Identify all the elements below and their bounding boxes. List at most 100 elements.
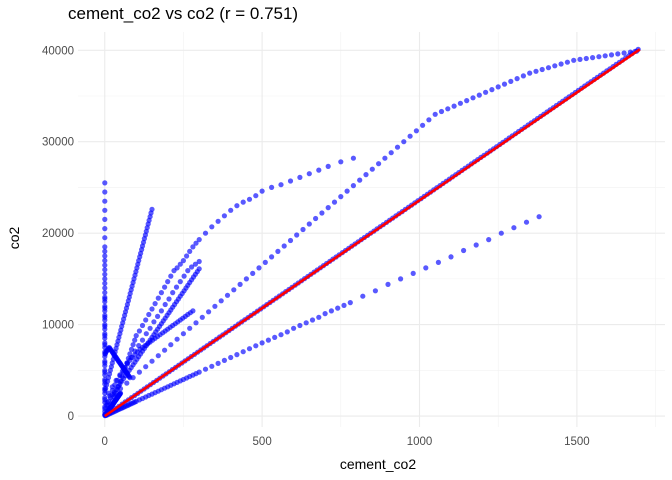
- data-point: [155, 313, 161, 319]
- data-point: [269, 184, 275, 190]
- data-point: [410, 270, 416, 276]
- data-point: [426, 117, 432, 123]
- data-point: [102, 323, 108, 329]
- data-point: [297, 322, 303, 329]
- data-point: [187, 248, 193, 254]
- data-point: [350, 155, 356, 161]
- data-point: [338, 194, 344, 200]
- data-point: [117, 390, 124, 396]
- data-point: [325, 163, 331, 169]
- data-point: [536, 214, 542, 220]
- data-point: [483, 89, 489, 95]
- data-point: [228, 354, 234, 361]
- data-point: [297, 174, 303, 180]
- data-point: [615, 51, 621, 57]
- data-point: [495, 84, 501, 90]
- data-point: [265, 337, 271, 343]
- data-point: [420, 122, 426, 128]
- data-point: [149, 306, 155, 312]
- data-point: [102, 207, 108, 213]
- data-point: [328, 308, 334, 314]
- y-tick-label: 0: [68, 411, 74, 423]
- data-point: [253, 193, 259, 199]
- data-point: [146, 311, 152, 318]
- regression-line: [104, 48, 641, 418]
- data-point: [558, 61, 564, 67]
- data-point: [432, 111, 438, 117]
- data-point: [262, 259, 268, 265]
- data-point: [124, 380, 130, 386]
- data-point: [168, 273, 174, 279]
- data-point: [102, 189, 108, 195]
- data-point: [143, 331, 149, 337]
- data-point: [278, 182, 284, 188]
- data-point: [303, 320, 309, 326]
- data-point: [382, 155, 388, 161]
- data-point: [102, 276, 108, 282]
- data-point: [173, 284, 180, 290]
- data-point: [102, 290, 108, 296]
- data-point: [102, 360, 108, 366]
- y-tick-label: 10000: [42, 320, 74, 332]
- data-point: [170, 290, 176, 296]
- data-point: [143, 364, 149, 370]
- data-point: [177, 261, 183, 267]
- data-point: [102, 305, 108, 311]
- data-point: [275, 248, 281, 254]
- data-point: [486, 237, 492, 243]
- data-point: [372, 288, 378, 294]
- data-point: [564, 59, 571, 65]
- data-point: [401, 139, 407, 145]
- data-point: [596, 54, 602, 60]
- data-point: [473, 242, 479, 248]
- data-point: [202, 230, 209, 236]
- data-point: [243, 276, 249, 282]
- data-point: [202, 366, 209, 372]
- data-point: [287, 237, 294, 244]
- data-point: [316, 314, 322, 320]
- data-point: [287, 178, 294, 184]
- data-point: [250, 270, 256, 276]
- data-point: [102, 198, 108, 204]
- data-point: [149, 206, 155, 212]
- data-point: [117, 373, 123, 379]
- data-point: [259, 340, 265, 346]
- data-point: [306, 221, 312, 227]
- data-point: [445, 106, 451, 112]
- data-point: [278, 332, 284, 338]
- data-point: [143, 317, 149, 323]
- data-point: [533, 68, 539, 74]
- data-point: [102, 253, 108, 259]
- data-point: [139, 322, 146, 329]
- data-point: [155, 353, 161, 359]
- data-point: [407, 133, 413, 139]
- data-point: [451, 103, 457, 109]
- data-point: [341, 302, 347, 308]
- data-point: [511, 225, 517, 231]
- data-point: [158, 290, 164, 296]
- y-tick-label: 20000: [42, 228, 74, 240]
- y-axis-ticks: 0 10000 20000 30000 40000: [42, 45, 74, 423]
- data-point: [363, 172, 369, 178]
- data-point: [158, 308, 164, 314]
- data-point: [114, 377, 120, 383]
- data-point: [228, 207, 234, 213]
- data-point: [385, 281, 391, 287]
- data-point: [514, 76, 520, 82]
- data-point: [102, 258, 108, 264]
- data-point: [149, 358, 155, 364]
- data-point: [151, 319, 157, 325]
- data-point: [193, 320, 199, 326]
- data-point: [181, 273, 187, 279]
- data-point: [294, 232, 300, 238]
- data-point: [224, 292, 231, 298]
- data-point: [190, 308, 196, 314]
- data-point: [331, 199, 338, 205]
- y-axis-title: co2: [6, 227, 22, 250]
- data-point: [174, 336, 180, 342]
- data-point: [192, 261, 198, 267]
- data-point: [221, 357, 227, 363]
- data-point: [461, 247, 467, 254]
- data-point: [435, 259, 441, 265]
